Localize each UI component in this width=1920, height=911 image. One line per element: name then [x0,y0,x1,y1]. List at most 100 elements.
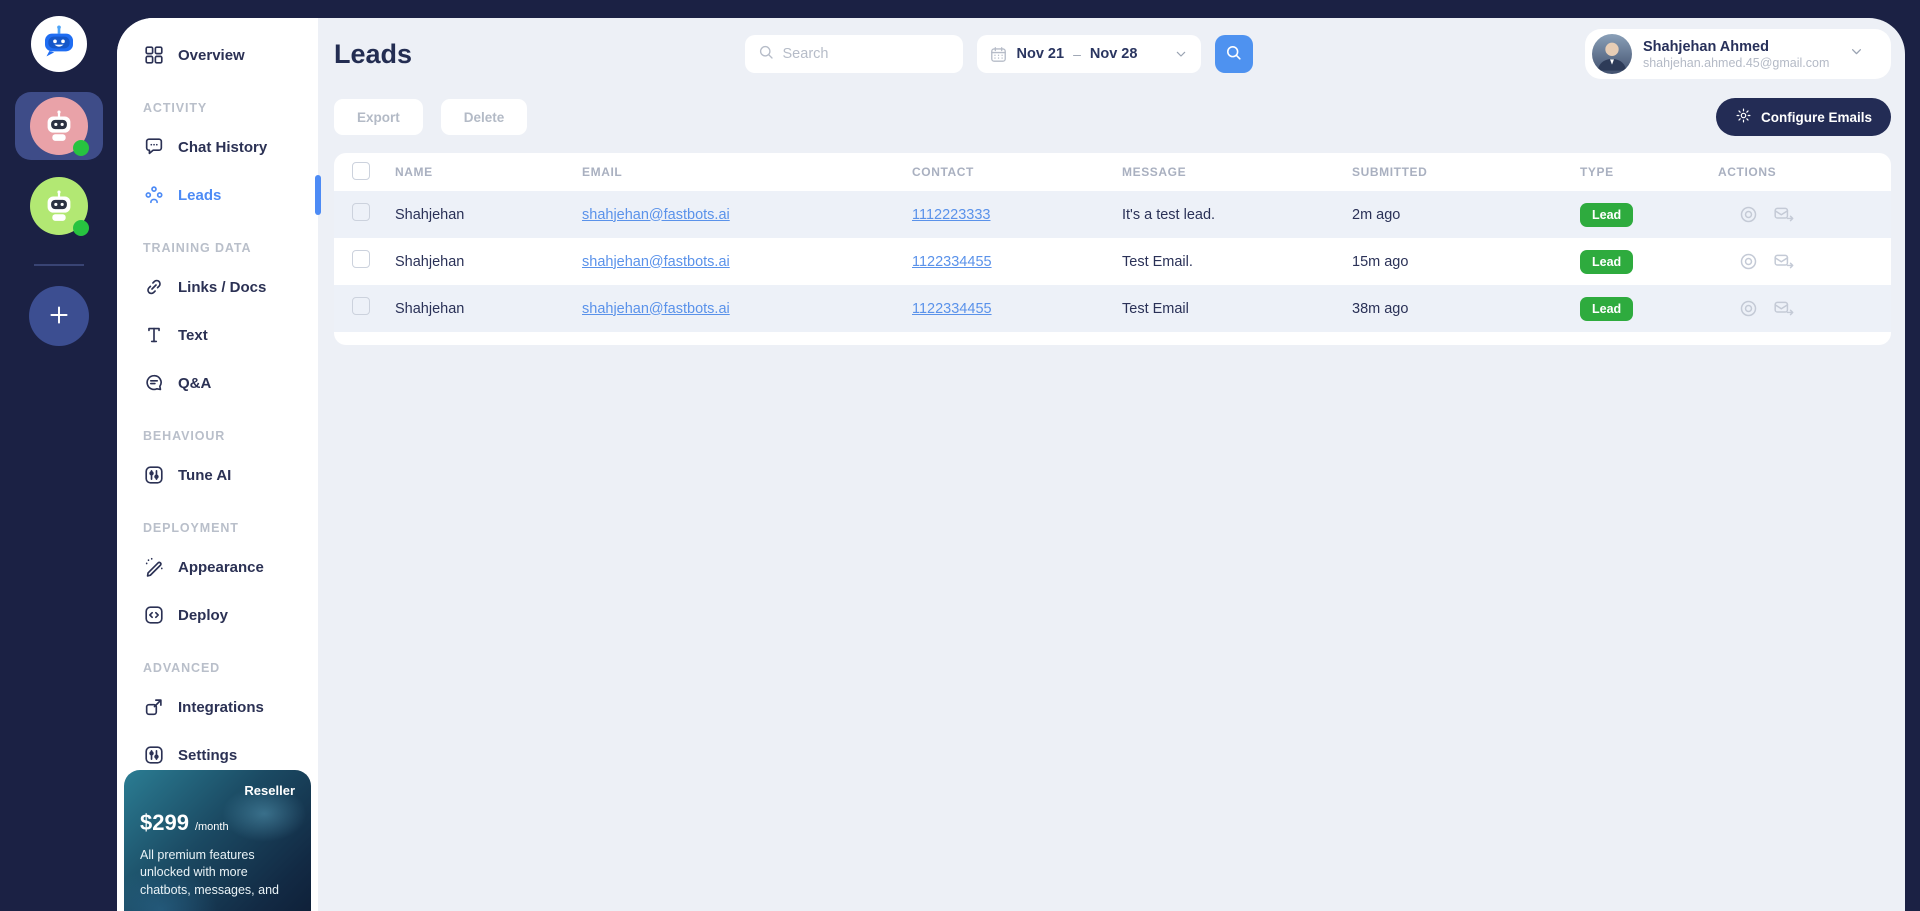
sidebar-item-appearance[interactable]: Appearance [117,543,318,591]
sidebar-item-label: Overview [178,46,245,64]
nav-section-activity: ACTIVITY [143,101,208,115]
link-icon [143,276,165,298]
table-header-row: NAME EMAIL CONTACT MESSAGE SUBMITTED TYPE ACTI… [334,153,1891,191]
date-separator: – [1073,46,1081,62]
export-button[interactable]: Export [334,99,423,135]
lead-email-link[interactable]: shahjehan@fastbots.ai [582,300,730,317]
chat-icon [143,136,165,158]
plan-period: /month [194,821,229,833]
column-header-message: MESSAGE [1122,165,1187,179]
sidebar-item-chat-history[interactable]: Chat History [117,123,318,171]
sidebar-item-links-docs[interactable]: Links / Docs [117,263,318,311]
bot-avatar-chatbot-green[interactable] [15,172,103,240]
sidebar-item-label: Deploy [178,606,229,624]
view-icon[interactable] [1738,251,1759,272]
main-content: Leads Nov 21 – Nov 28 [318,18,1905,911]
select-all-checkbox[interactable] [352,161,370,180]
sidebar-item-integrations[interactable]: Integrations [117,683,318,731]
grid-icon [143,44,165,66]
external-icon [143,696,165,718]
sliders-icon [143,744,165,766]
row-actions [1718,251,1891,272]
row-checkbox[interactable] [352,203,370,221]
mail-forward-icon[interactable] [1772,204,1795,225]
table-row: Shahjehan shahjehan@fastbots.ai 1112223333… [334,191,1891,238]
lead-submitted: 15m ago [1352,253,1409,270]
sidebar-item-label: Integrations [178,698,264,716]
profile-menu[interactable]: Shahjehan Ahmed shahjehan.ahmed.45@gmail… [1584,29,1891,79]
online-status-dot [72,220,89,236]
sidebar-item-label: Q&A [178,374,212,392]
gear-icon [1735,107,1752,127]
sidebar-item-label: Links / Docs [178,278,267,296]
table-row: Shahjehan shahjehan@fastbots.ai 1122334455… [334,285,1891,332]
sidebar-item-text[interactable]: Text [117,311,318,359]
plan-description: All premium features unlocked with more … [140,848,279,897]
robot-avatar-icon [29,97,89,156]
sidebar-item-q-a[interactable]: Q&A [117,359,318,407]
view-icon[interactable] [1738,298,1759,319]
column-header-email: EMAIL [582,165,623,179]
lead-name: Shahjehan [395,206,465,223]
table-row: Shahjehan shahjehan@fastbots.ai 1122334455… [334,238,1891,285]
lead-message: Test Email [1122,300,1189,317]
plan-upgrade-card[interactable]: Reseller $299 /month All premium feature… [124,770,311,911]
lead-type-badge: Lead [1580,249,1634,274]
row-actions [1718,298,1891,319]
delete-button[interactable]: Delete [440,99,528,135]
sidebar-item-deploy[interactable]: Deploy [117,591,318,639]
search-input[interactable] [782,46,951,62]
robot-avatar-icon [29,177,89,236]
chevron-down-icon [1848,43,1865,65]
online-status-dot [72,140,89,156]
nav-section-advanced: ADVANCED [143,661,221,675]
sidebar-item-overview[interactable]: Overview [117,31,318,79]
sidebar-item-label: Appearance [178,558,264,576]
lead-contact-link[interactable]: 1122334455 [912,300,992,317]
column-header-type: TYPE [1580,165,1614,179]
profile-avatar [1591,34,1632,74]
lead-message: Test Email. [1122,253,1193,270]
lead-type-badge: Lead [1580,202,1634,227]
bot-avatar-list [14,92,103,252]
lead-message: It's a test lead. [1122,206,1216,223]
mail-forward-icon[interactable] [1772,298,1795,319]
lead-email-link[interactable]: shahjehan@fastbots.ai [582,253,730,270]
lead-name: Shahjehan [395,300,465,317]
add-chatbot-button[interactable] [28,286,89,346]
lead-contact-link[interactable]: 1112223333 [912,206,991,223]
column-header-name: NAME [395,165,433,179]
lead-contact-link[interactable]: 1122334455 [912,253,992,270]
view-icon[interactable] [1738,204,1759,225]
sidebar-item-label: Leads [178,186,222,204]
plan-name-badge: Reseller [244,783,295,798]
date-range-picker[interactable]: Nov 21 – Nov 28 [976,35,1201,73]
leads-table: NAME EMAIL CONTACT MESSAGE SUBMITTED TYPE ACTI… [334,153,1891,345]
lead-name: Shahjehan [395,253,465,270]
table-body: Shahjehan shahjehan@fastbots.ai 1112223333… [334,191,1891,332]
sidebar-item-label: Tune AI [178,466,232,484]
app-logo[interactable] [30,16,87,72]
sidebar-item-tune-ai[interactable]: Tune AI [117,451,318,499]
top-bar: Leads Nov 21 – Nov 28 [334,26,1891,82]
mail-forward-icon[interactable] [1772,251,1795,272]
plan-price: $299 [140,810,189,835]
lead-submitted: 2m ago [1352,206,1401,223]
sidebar-item-settings[interactable]: Settings [117,731,318,779]
rail-divider [33,264,84,266]
wand-icon [143,556,165,578]
column-header-actions: ACTIONS [1718,165,1777,179]
bot-rail [0,0,117,911]
sidebar-item-leads[interactable]: Leads [117,171,321,219]
chevron-down-icon [1173,46,1189,62]
row-checkbox[interactable] [352,297,370,315]
qa-icon [143,372,165,394]
search-submit-button[interactable] [1214,35,1253,73]
column-header-submitted: SUBMITTED [1352,165,1428,179]
nav-section-deployment: DEPLOYMENT [143,521,239,535]
bot-avatar-chatbot-pink[interactable] [14,92,103,160]
leads-toolbar: Export Delete Configure Emails [334,98,1891,136]
row-checkbox[interactable] [352,250,370,268]
configure-emails-button[interactable]: Configure Emails [1715,98,1891,136]
lead-email-link[interactable]: shahjehan@fastbots.ai [582,206,730,223]
